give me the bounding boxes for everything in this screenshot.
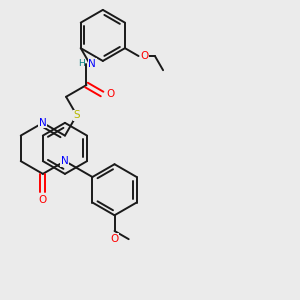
Text: O: O	[106, 89, 114, 99]
Text: N: N	[88, 59, 96, 69]
Text: O: O	[110, 234, 118, 244]
Text: O: O	[39, 195, 47, 205]
Text: N: N	[39, 118, 47, 128]
Text: O: O	[140, 51, 148, 61]
Text: S: S	[74, 110, 80, 120]
Text: N: N	[61, 156, 69, 166]
Text: H: H	[78, 59, 85, 68]
